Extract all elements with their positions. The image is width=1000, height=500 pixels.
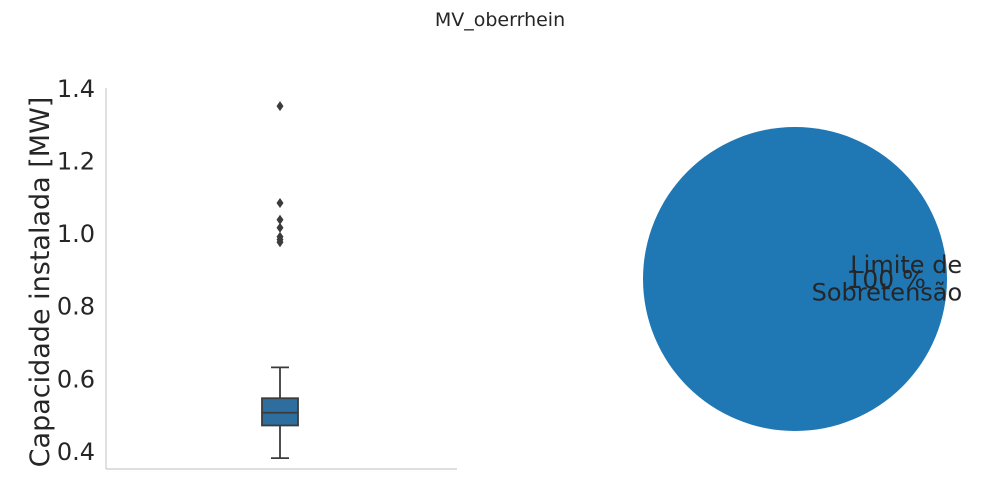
y-tick-labels: 0.4 0.6 0.8 1.0 1.2 1.4 — [57, 75, 95, 466]
pie-percent-label: 100 % — [846, 265, 925, 294]
outlier-point — [276, 198, 284, 209]
y-tick-label: 0.6 — [57, 365, 95, 393]
boxplot-panel: 0.4 0.6 0.8 1.0 1.2 1.4 Capacidade instalada … — [25, 75, 457, 470]
pie-slice-label: Limite de Sobretensão — [812, 251, 963, 307]
y-tick-label: 1.2 — [57, 148, 95, 176]
y-axis-label: Capacidade instalada [MW] — [25, 97, 56, 468]
outlier-point — [276, 222, 284, 233]
y-tick-label: 0.4 — [57, 438, 95, 466]
figure-title: MV_oberrhein — [435, 9, 565, 31]
y-tick-label: 1.0 — [57, 220, 95, 248]
y-tick-label: 0.8 — [57, 293, 95, 321]
outlier-point — [276, 237, 284, 248]
pie-slice — [643, 127, 947, 431]
outlier-point — [276, 101, 284, 112]
boxplot-marks — [261, 101, 299, 460]
y-tick-label: 1.4 — [57, 75, 95, 103]
outlier-point — [276, 214, 284, 225]
iqr-box — [261, 397, 299, 427]
